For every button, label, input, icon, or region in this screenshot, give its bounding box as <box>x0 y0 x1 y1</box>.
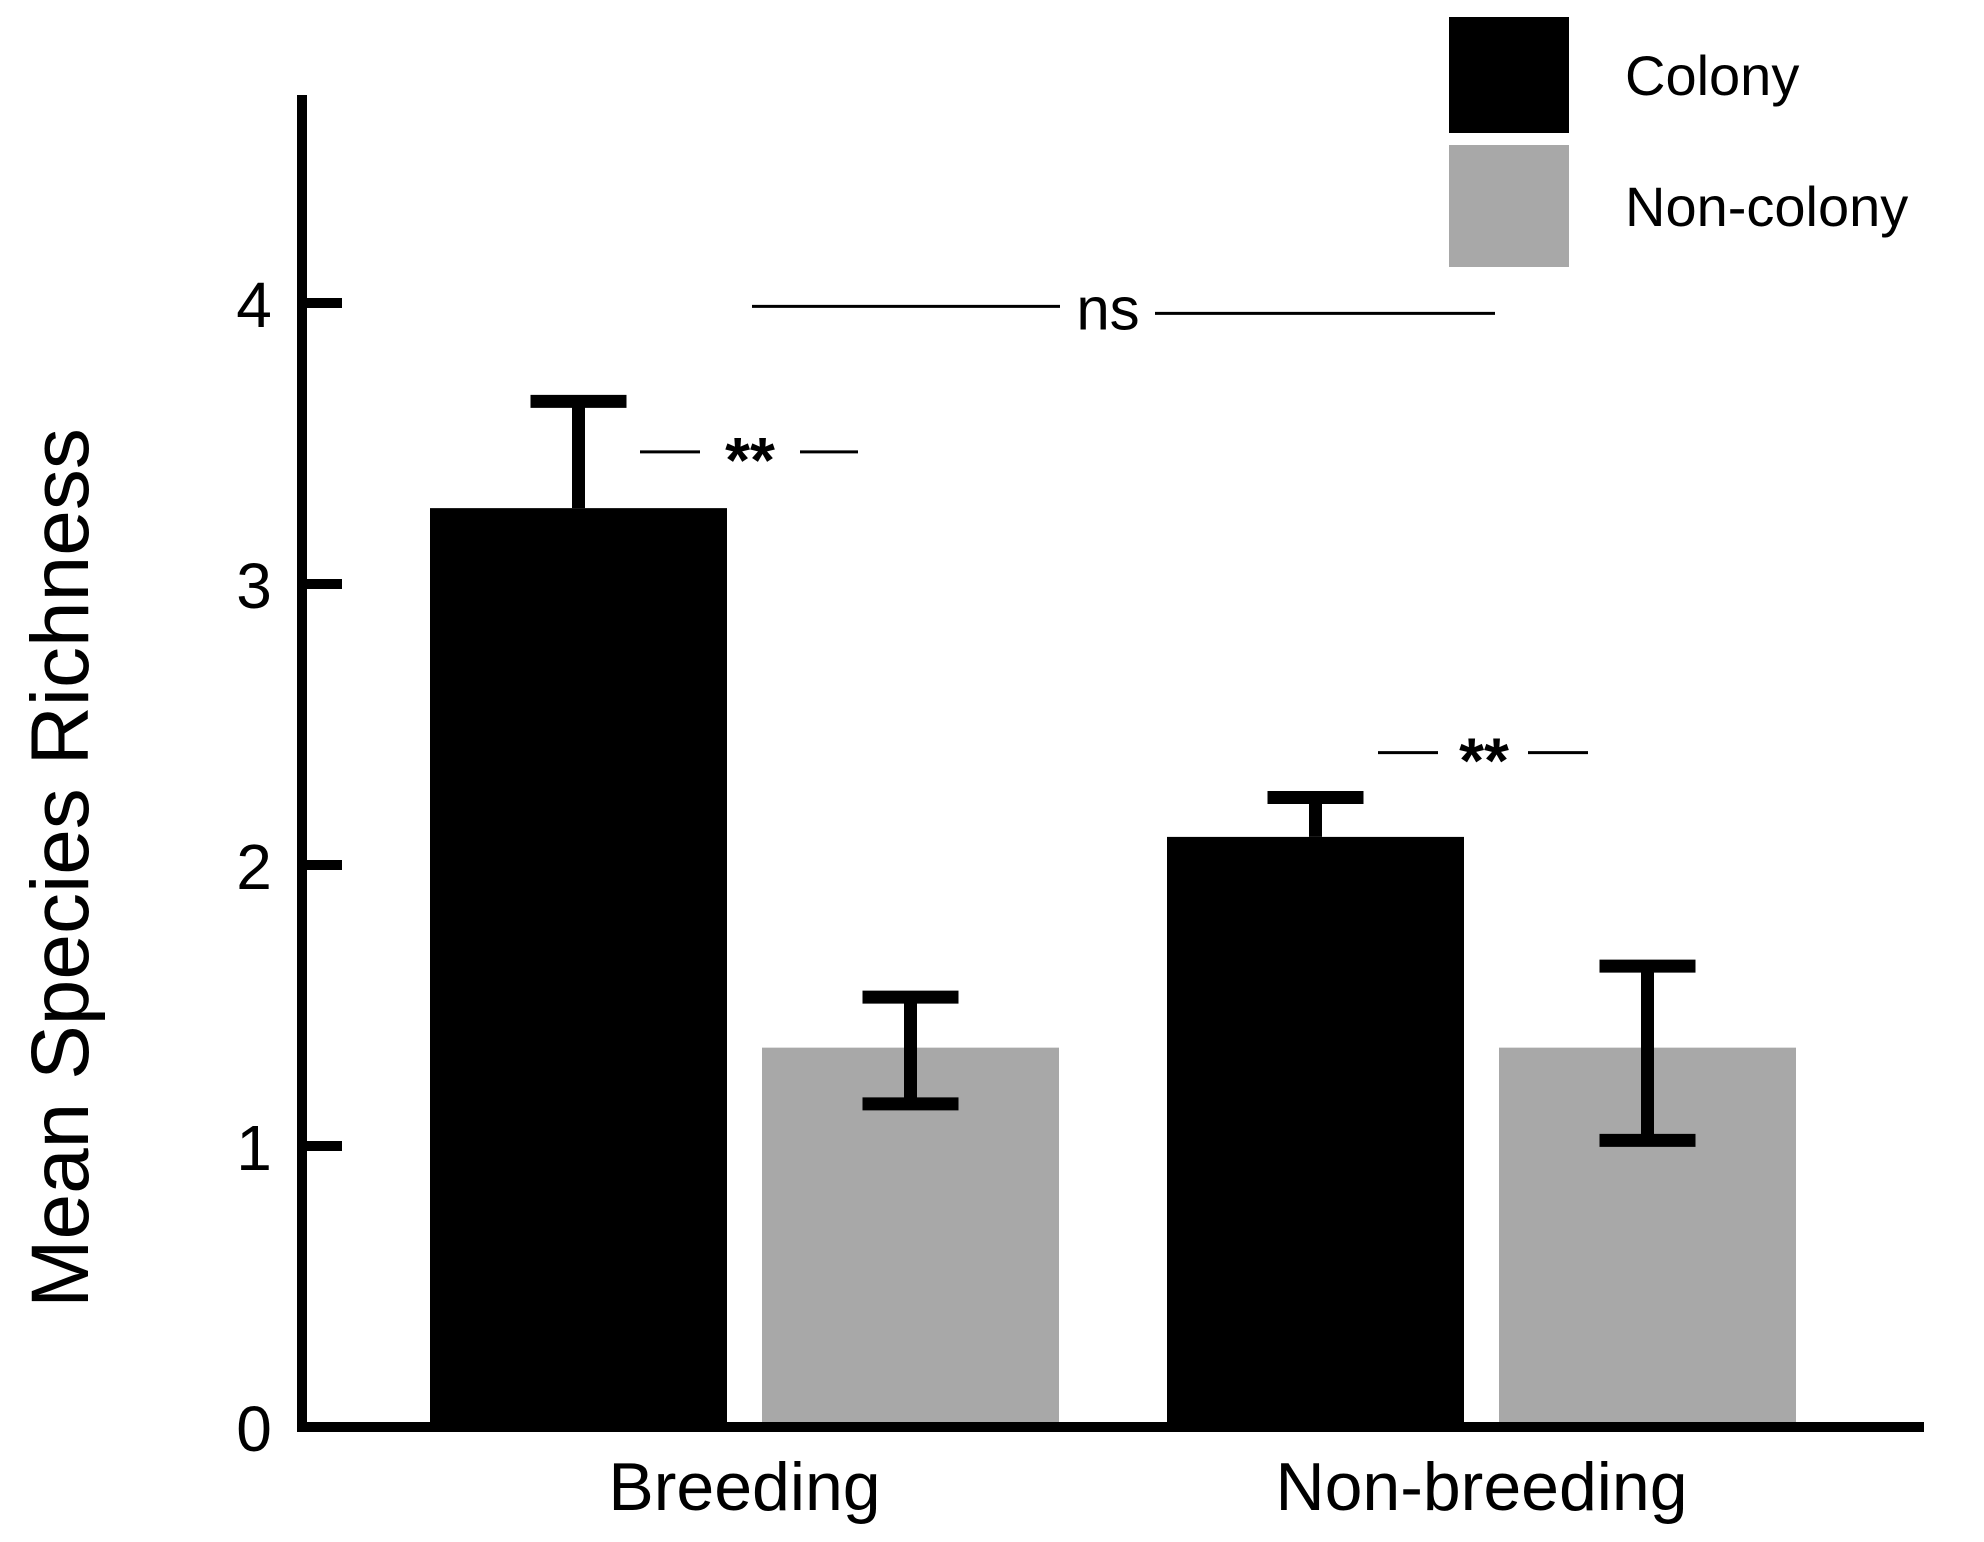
axes: 0 1 2 3 4 Breeding Non-breeding <box>236 95 1924 1525</box>
y-tick-label: 1 <box>236 1112 272 1184</box>
y-tick-label: 4 <box>236 269 272 341</box>
legend: Colony Non-colony <box>1449 17 1908 267</box>
legend-label: Colony <box>1625 44 1799 107</box>
error-bars-layer <box>530 394 1696 1147</box>
y-axis-label: Mean Species Richness <box>15 428 106 1308</box>
y-tick-label: 3 <box>236 550 272 622</box>
significance-label: ns <box>1076 275 1139 342</box>
y-tick-label: 2 <box>236 831 272 903</box>
bar-colony-breeding <box>430 508 727 1427</box>
significance-label: ** <box>1459 725 1509 797</box>
legend-swatch-non-colony <box>1449 145 1569 267</box>
bar-non-colony-breeding <box>762 1047 1059 1427</box>
x-tick-label: Non-breeding <box>1275 1449 1687 1525</box>
bar-colony-non-breeding <box>1167 836 1464 1427</box>
legend-label: Non-colony <box>1625 175 1908 238</box>
y-tick-label: 0 <box>236 1393 272 1465</box>
x-tick-label: Breeding <box>608 1449 880 1525</box>
annotations: ** ** ns <box>640 275 1588 797</box>
legend-swatch-colony <box>1449 17 1569 133</box>
bars-layer <box>430 508 1796 1427</box>
significance-label: ** <box>725 424 775 496</box>
